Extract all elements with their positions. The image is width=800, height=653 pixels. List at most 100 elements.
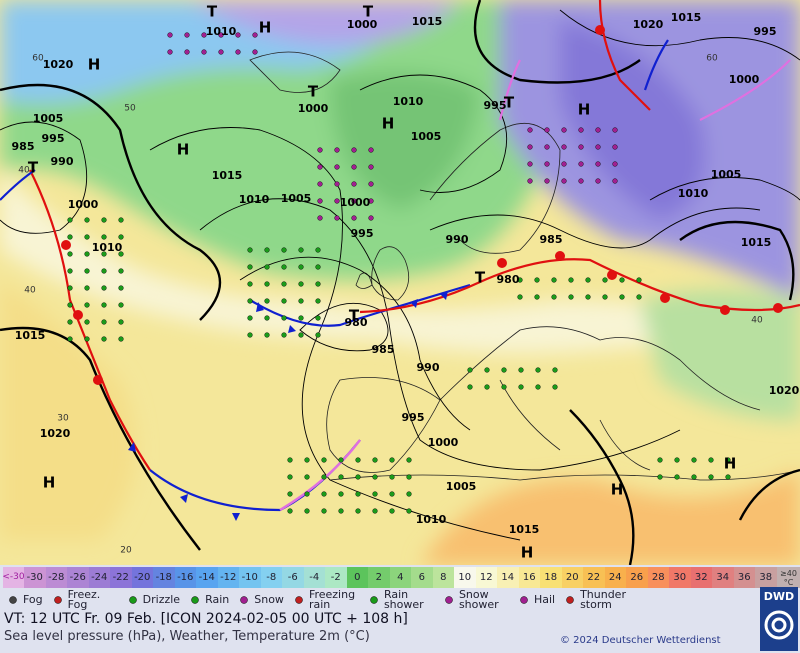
weather-symbol — [67, 251, 73, 257]
scale-label: -30 — [26, 572, 43, 583]
isobar-label: 1010 — [416, 513, 447, 526]
scale-label: 24 — [608, 572, 622, 583]
weather-symbol — [321, 508, 327, 514]
weather-symbol — [351, 215, 357, 221]
icon-shape — [128, 596, 137, 604]
icon-shape — [191, 596, 199, 604]
isobar-label: 990 — [446, 233, 469, 246]
scale-cell: -8 — [260, 567, 282, 588]
weather-symbol — [561, 161, 567, 167]
scale-label: 6 — [418, 572, 425, 583]
weather-symbol — [561, 144, 567, 150]
scale-label: 2 — [375, 572, 382, 583]
isobar-label: 995 — [484, 99, 507, 112]
weather-symbol — [355, 457, 361, 463]
scale-label: -12 — [220, 572, 237, 583]
isobar-label: 1015 — [412, 15, 443, 28]
isotherm-label: 20 — [120, 546, 132, 556]
isobar-label: 1005 — [33, 112, 64, 125]
weather-symbol — [201, 49, 207, 55]
weather-symbol — [315, 281, 321, 287]
weather-symbol — [619, 294, 625, 300]
weather-symbol — [101, 217, 107, 223]
icon-shape — [9, 596, 17, 604]
legend-icon — [126, 594, 140, 606]
isobar-label: 1000 — [340, 196, 371, 209]
weather-symbol — [535, 384, 541, 390]
scale-label: 8 — [440, 572, 447, 583]
weather-symbol — [235, 49, 241, 55]
isobar-label: 990 — [417, 361, 440, 374]
weather-symbol — [389, 491, 395, 497]
scale-label: 34 — [716, 572, 730, 583]
weather-symbol — [264, 264, 270, 270]
weather-symbol — [321, 474, 327, 480]
weather-symbol — [84, 251, 90, 257]
pressure-center: H — [578, 101, 591, 119]
weather-symbol — [118, 302, 124, 308]
isobar-label: 1000 — [729, 73, 760, 86]
scale-label: 26 — [630, 572, 644, 583]
scale-label: 14 — [501, 572, 515, 583]
scale-label: -2 — [330, 572, 341, 583]
weather-symbol — [101, 251, 107, 257]
weather-symbol — [118, 336, 124, 342]
weather-symbol — [298, 298, 304, 304]
scale-cell: 2 — [368, 567, 390, 588]
weather-symbol — [551, 294, 557, 300]
weather-symbol — [334, 181, 340, 187]
pressure-center: H — [521, 544, 534, 562]
pressure-center: T — [308, 83, 319, 101]
scale-cell: ≥40 °C — [776, 567, 800, 588]
weather-symbol — [578, 144, 584, 150]
pressure-center: T — [504, 94, 515, 112]
weather-symbol — [595, 144, 601, 150]
isobar-label: 1015 — [671, 11, 702, 24]
weather-symbol — [674, 457, 680, 463]
weather-symbol — [619, 277, 625, 283]
weather-symbol — [235, 32, 241, 38]
weather-symbol — [118, 285, 124, 291]
weather-symbol — [602, 277, 608, 283]
weather-symbol — [101, 319, 107, 325]
legend-icon — [563, 594, 577, 606]
weather-symbol — [351, 147, 357, 153]
scale-label: -22 — [112, 572, 129, 583]
scale-cell: -14 — [196, 567, 218, 588]
weather-symbol — [544, 161, 550, 167]
pressure-center: T — [207, 3, 218, 21]
isobar-label: 1020 — [43, 58, 74, 71]
scale-label: 28 — [651, 572, 665, 583]
weather-symbol — [247, 332, 253, 338]
weather-symbol — [334, 215, 340, 221]
scale-label: -8 — [266, 572, 277, 583]
isobar-label: 1000 — [68, 198, 99, 211]
isobar-label: 1005 — [411, 130, 442, 143]
weather-symbol — [247, 315, 253, 321]
legend-label: Fog — [23, 593, 43, 606]
weather-symbol — [101, 302, 107, 308]
weather-symbol — [67, 336, 73, 342]
isobar-label: 1010 — [206, 25, 237, 38]
legend-label: Thunder storm — [580, 588, 626, 611]
pressure-center: T — [349, 307, 360, 325]
weather-symbol — [281, 315, 287, 321]
scale-cell: 6 — [411, 567, 433, 588]
weather-symbol — [101, 268, 107, 274]
weather-symbol — [467, 384, 473, 390]
scale-cell: 38 — [755, 567, 777, 588]
isobar-label: 980 — [345, 316, 368, 329]
weather-symbol — [264, 247, 270, 253]
legend-icon — [188, 594, 202, 606]
weather-symbol — [708, 474, 714, 480]
pressure-center: H — [724, 455, 737, 473]
isobar-label: 1010 — [393, 95, 424, 108]
isotherm-label: 40 — [24, 286, 36, 296]
weather-symbol — [281, 298, 287, 304]
isobars — [0, 0, 800, 565]
weather-symbol — [281, 264, 287, 270]
isobar-label: 995 — [402, 411, 425, 424]
weather-symbol — [315, 315, 321, 321]
scale-cell: 36 — [733, 567, 755, 588]
weather-symbol — [67, 285, 73, 291]
